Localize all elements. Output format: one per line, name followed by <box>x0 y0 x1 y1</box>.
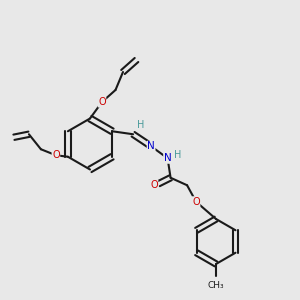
Text: O: O <box>98 97 106 107</box>
Text: O: O <box>192 197 200 207</box>
Text: O: O <box>150 180 158 190</box>
Text: N: N <box>147 141 155 151</box>
Text: N: N <box>164 153 172 163</box>
Text: H: H <box>137 120 144 130</box>
Text: CH₃: CH₃ <box>208 280 224 290</box>
Text: O: O <box>52 150 60 160</box>
Text: H: H <box>174 150 182 160</box>
